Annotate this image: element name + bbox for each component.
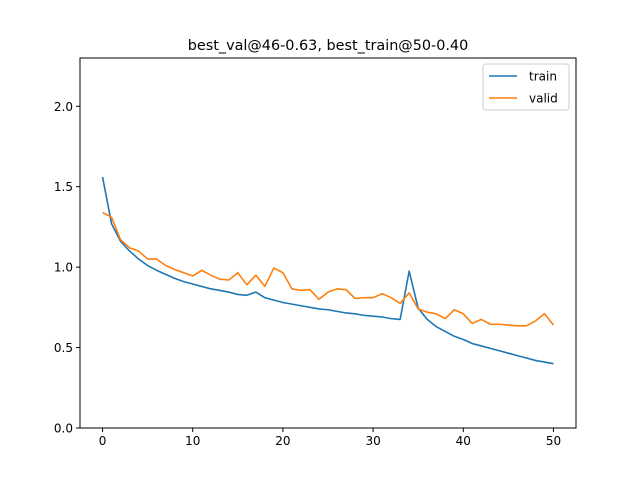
legend-label-valid: valid	[529, 92, 558, 106]
y-axis: 0.0 0.5 1.0 1.5 2.0	[54, 100, 80, 436]
legend: train valid	[482, 63, 570, 111]
x-axis: 0 10 20 30 40 50	[99, 428, 561, 448]
plot-area	[80, 58, 576, 428]
y-tick-label: 0.0	[54, 422, 73, 436]
legend-label-train: train	[529, 70, 557, 84]
plot-frame	[79, 57, 577, 429]
series-line-valid	[102, 211, 555, 327]
series-line-train	[101, 176, 554, 365]
y-tick-label: 2.0	[54, 100, 73, 114]
x-tick-label: 30	[365, 434, 380, 448]
y-tick-label: 1.0	[54, 261, 73, 275]
x-tick-label: 0	[99, 434, 107, 448]
x-tick-label: 50	[546, 434, 561, 448]
y-tick-label: 1.5	[54, 180, 73, 194]
chart-title: best_val@46-0.63, best_train@50-0.40	[188, 38, 469, 54]
x-tick-label: 20	[275, 434, 290, 448]
series-lines	[101, 176, 555, 365]
x-tick-label: 40	[456, 434, 471, 448]
x-tick-label: 10	[185, 434, 200, 448]
y-tick-label: 0.5	[54, 341, 73, 355]
